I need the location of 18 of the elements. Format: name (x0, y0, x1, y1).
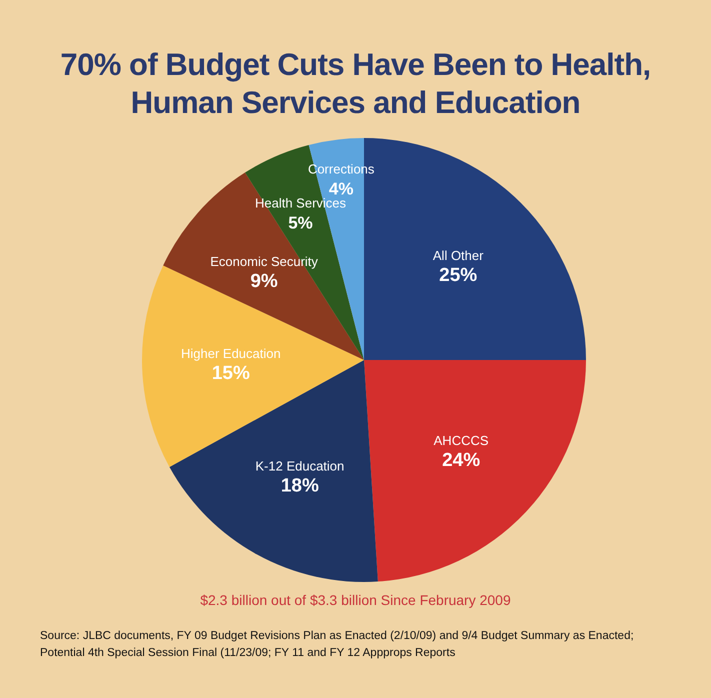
slice-label: Higher Education (181, 346, 281, 362)
pie-slice (169, 360, 378, 582)
slice-label: K-12 Education (255, 458, 344, 474)
data-label: 9% (250, 270, 278, 292)
chart-title: 70% of Budget Cuts Have Been to Health, Human Services and Education (59, 46, 652, 122)
data-label: 24% (442, 450, 480, 472)
pie-slice (364, 360, 586, 582)
data-label: 4% (328, 179, 354, 198)
source-note: Source: JLBC documents, FY 09 Budget Revisions Plan as Enacted (2/10/09) and 9/4 Budget Summary as Enacted; Potential 4th Special Session Final (11/23/09; FY 11 and FY 12 Appprops Reports (40, 629, 635, 661)
data-label: 15% (212, 363, 250, 384)
slice-label: All Other (432, 248, 484, 263)
slice-label: Economic Security (210, 254, 318, 269)
data-label: 25% (439, 264, 478, 286)
pie-slice (163, 172, 364, 360)
slice-label: AHCCCS (434, 433, 489, 448)
data-label: 18% (280, 476, 319, 497)
data-label: 5% (288, 213, 313, 232)
text: $2.3 billion out of $3.3 billion Since February 2009 (199, 592, 512, 608)
